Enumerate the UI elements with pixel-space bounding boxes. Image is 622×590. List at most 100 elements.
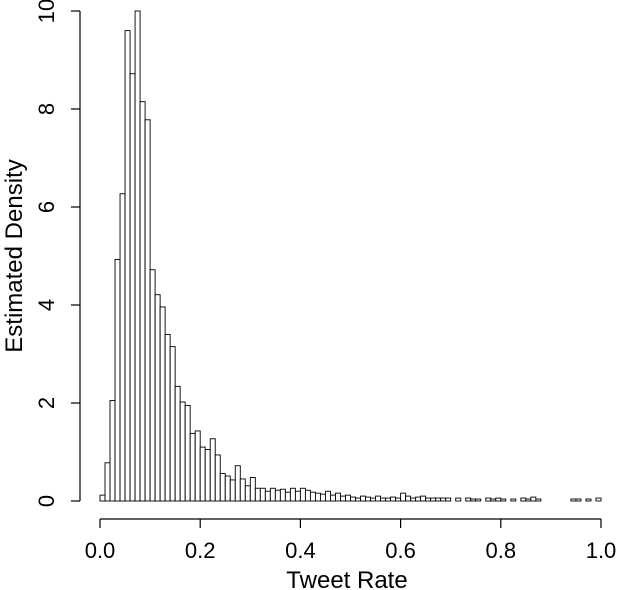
histogram-bar xyxy=(365,496,371,502)
histogram-bar xyxy=(510,498,517,502)
histogram-bar xyxy=(380,497,387,502)
histogram-bar xyxy=(209,438,216,502)
histogram-bar xyxy=(174,385,181,502)
histogram-bar xyxy=(330,494,336,502)
histogram-bar xyxy=(214,454,221,502)
histogram-bar xyxy=(319,493,326,502)
histogram-bar xyxy=(169,346,176,502)
histogram-bar xyxy=(485,497,492,502)
histogram-bar xyxy=(289,487,296,502)
histogram-bar xyxy=(455,497,462,502)
y-tick-label: 2 xyxy=(34,397,59,409)
histogram-bar xyxy=(490,498,497,502)
histogram-bar xyxy=(119,193,126,502)
histogram-bar xyxy=(465,497,472,502)
histogram-bar xyxy=(390,496,397,502)
histogram-bar xyxy=(360,495,366,502)
histogram-bar xyxy=(249,477,256,502)
histogram-bar xyxy=(430,497,437,502)
histogram-bar xyxy=(575,498,582,502)
histogram-bar xyxy=(274,489,281,502)
histogram-bar xyxy=(224,475,231,502)
histogram-bar xyxy=(415,496,422,502)
y-tick-label: 6 xyxy=(34,201,59,213)
histogram-bar xyxy=(375,495,382,502)
histogram-bar xyxy=(134,10,141,502)
histogram-bar xyxy=(154,294,161,502)
histogram-bar xyxy=(239,478,246,502)
histogram-bar xyxy=(244,485,251,502)
histogram-bar xyxy=(279,488,286,502)
histogram-bar xyxy=(420,495,427,502)
histogram-bar xyxy=(109,400,116,502)
y-tick-label: 0 xyxy=(34,495,59,507)
histogram-bar xyxy=(470,498,477,502)
histogram-bar xyxy=(435,497,442,502)
histogram-bar xyxy=(570,498,577,502)
x-tick-label: 1.0 xyxy=(586,538,617,563)
histogram-bar xyxy=(304,489,311,502)
histogram-bar xyxy=(269,487,276,502)
histogram-bar xyxy=(475,498,482,502)
histogram-bar xyxy=(314,492,321,502)
histogram-bar xyxy=(405,495,412,502)
histogram-bar xyxy=(114,258,121,502)
histogram-bar xyxy=(325,490,331,502)
histogram-bar xyxy=(335,492,341,502)
y-axis-label: Estimated Density xyxy=(1,159,28,352)
histogram-bar xyxy=(204,449,211,502)
x-tick-label: 0.6 xyxy=(385,538,416,563)
histogram-bar xyxy=(440,497,447,502)
histogram-bar xyxy=(350,496,356,502)
histogram-bar xyxy=(99,494,106,502)
histogram-bars xyxy=(99,10,602,502)
y-tick-label: 4 xyxy=(34,299,59,311)
histogram-bar xyxy=(184,405,191,502)
histogram-bar xyxy=(395,497,402,502)
histogram-bar xyxy=(445,497,452,502)
y-tick-label: 8 xyxy=(34,103,59,115)
histogram-bar xyxy=(189,432,196,502)
x-tick-label: 0.2 xyxy=(185,538,216,563)
histogram-bar xyxy=(299,487,306,502)
histogram-bar xyxy=(595,497,602,502)
histogram-bar xyxy=(425,497,432,502)
histogram-bar xyxy=(149,269,156,502)
histogram-bar xyxy=(530,496,537,502)
y-axis: 0 2 4 6 8 10 xyxy=(34,0,81,507)
x-axis-label: Tweet Rate xyxy=(286,567,407,590)
histogram-bar xyxy=(124,30,131,502)
histogram-bar xyxy=(139,101,146,502)
histogram-bar xyxy=(525,498,532,502)
histogram-bar xyxy=(284,491,291,502)
x-tick-label: 0.0 xyxy=(85,538,116,563)
histogram-bar xyxy=(199,446,206,502)
histogram-bar xyxy=(254,487,261,502)
histogram-bar xyxy=(309,491,316,502)
histogram-bar xyxy=(500,498,507,502)
histogram-bar xyxy=(495,497,502,502)
x-tick-label: 0.8 xyxy=(486,538,517,563)
histogram-bar xyxy=(345,494,351,502)
histogram-bar xyxy=(179,401,186,502)
histogram-bar xyxy=(535,498,542,502)
y-tick-label: 10 xyxy=(34,0,59,23)
x-axis: 0.0 0.2 0.4 0.6 0.8 1.0 xyxy=(85,518,617,563)
histogram-bar xyxy=(370,497,377,502)
histogram-bar xyxy=(385,497,392,502)
histogram-bar xyxy=(229,479,236,502)
histogram-bar xyxy=(400,492,407,502)
histogram-bar xyxy=(194,430,201,502)
histogram-bar xyxy=(259,487,266,502)
histogram-bar xyxy=(144,119,151,502)
histogram-bar xyxy=(520,497,527,502)
histogram-bar xyxy=(355,497,361,502)
histogram-bar xyxy=(264,490,271,502)
histogram-bar xyxy=(340,495,346,502)
histogram-bar xyxy=(164,333,171,502)
histogram-bar xyxy=(585,498,592,502)
histogram-bar xyxy=(104,462,111,502)
histogram-bar xyxy=(219,473,226,502)
x-tick-label: 0.4 xyxy=(285,538,316,563)
